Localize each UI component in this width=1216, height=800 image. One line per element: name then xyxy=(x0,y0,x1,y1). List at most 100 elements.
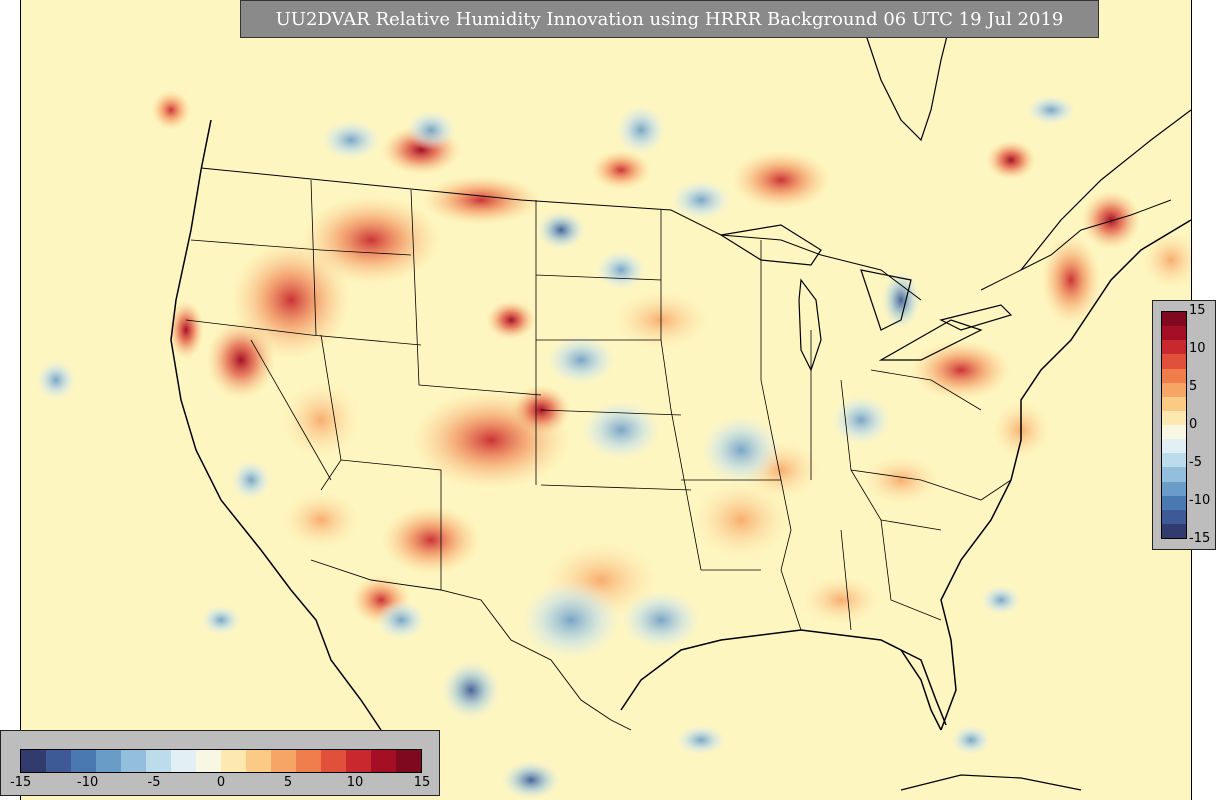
us-canada-border xyxy=(200,167,922,301)
innovation-blob xyxy=(801,575,881,625)
innovation-blob xyxy=(231,460,271,500)
map-title: UU2DVAR Relative Humidity Innovation usi… xyxy=(240,0,1099,38)
innovation-blob xyxy=(321,120,381,160)
st-lawrence xyxy=(1020,109,1191,271)
colorbar-tick-label: -15 xyxy=(10,775,32,790)
lake-erie xyxy=(878,319,983,361)
innovation-blob xyxy=(881,270,921,330)
innovation-blob xyxy=(421,175,541,225)
innovation-blob xyxy=(621,590,701,650)
innovation-blob xyxy=(1026,95,1076,125)
innovation-blob xyxy=(986,140,1036,180)
lake-michigan xyxy=(798,278,822,372)
colorbar-swatch xyxy=(1162,354,1186,369)
lake-ontario xyxy=(939,304,1013,331)
innovation-blob xyxy=(1141,230,1191,290)
colorbar-tick-label: -5 xyxy=(1189,455,1202,470)
innovation-blob xyxy=(281,490,361,550)
state-lines xyxy=(185,179,1012,631)
innovation-blob xyxy=(546,335,616,385)
colorbar-horizontal-panel: -15 -10 -5 0 5 10 15 xyxy=(0,730,440,796)
colorbar-swatch xyxy=(1162,495,1186,510)
us-mexico-border xyxy=(310,559,632,731)
florida xyxy=(900,649,947,726)
colorbar-tick-label: -15 xyxy=(1189,531,1211,546)
colorbar-swatch xyxy=(46,750,71,772)
colorbar-swatch xyxy=(1162,326,1186,341)
colorbar-swatch xyxy=(321,750,346,772)
colorbar-tick-label: 10 xyxy=(1189,341,1206,356)
colorbar-tick-label: 15 xyxy=(413,775,431,790)
innovation-blob xyxy=(536,210,586,250)
innovation-field-map xyxy=(36,19,1191,800)
innovation-blob xyxy=(591,150,651,190)
colorbar-swatch xyxy=(296,750,321,772)
colorbar-swatch xyxy=(221,750,246,772)
colorbar-swatch xyxy=(146,750,171,772)
innovation-blob xyxy=(1041,235,1101,325)
colorbar-horizontal xyxy=(20,749,422,773)
colorbar-tick-label: 15 xyxy=(1189,303,1206,318)
colorbar-swatch xyxy=(71,750,96,772)
colorbar-swatch xyxy=(346,750,371,772)
innovation-blob xyxy=(36,360,76,400)
innovation-blob xyxy=(676,725,726,755)
innovation-blob xyxy=(671,180,731,220)
colorbar-swatch xyxy=(1162,368,1186,383)
innovation-blob xyxy=(301,195,441,285)
gulf-coastline xyxy=(620,629,942,731)
innovation-blob xyxy=(201,605,241,635)
colorbar-swatch xyxy=(1162,382,1186,397)
colorbar-swatch xyxy=(1162,509,1186,524)
colorbar-swatch xyxy=(171,750,196,772)
northern-coast xyxy=(860,19,952,142)
colorbar-tick-label: 5 xyxy=(283,775,293,790)
colorbar-swatch xyxy=(396,750,421,772)
innovation-blob xyxy=(381,505,481,575)
innovation-blob xyxy=(441,660,501,720)
innovation-blob xyxy=(151,90,191,130)
innovation-blob xyxy=(1081,190,1141,250)
innovation-blob xyxy=(596,250,646,290)
colorbar-tick-label: 5 xyxy=(1189,379,1198,394)
innovation-blob xyxy=(981,585,1021,615)
innovation-blob xyxy=(486,300,536,340)
colorbar-tick-label: 0 xyxy=(1189,417,1198,432)
colorbar-swatch xyxy=(1162,467,1186,482)
colorbar-vertical xyxy=(1161,311,1187,539)
innovation-blob xyxy=(616,105,666,155)
lake-huron xyxy=(860,269,912,331)
colorbar-swatch xyxy=(1162,425,1186,440)
colorbar-tick-label: 10 xyxy=(346,775,364,790)
colorbar-swatch xyxy=(1162,439,1186,454)
colorbar-swatch xyxy=(1162,312,1186,327)
innovation-blob xyxy=(406,110,456,150)
colorbar-swatch xyxy=(196,750,221,772)
colorbar-swatch xyxy=(1162,340,1186,355)
colorbar-swatch xyxy=(1162,481,1186,496)
colorbar-tick-label: -5 xyxy=(147,775,161,790)
innovation-blob xyxy=(861,455,941,505)
innovation-blob xyxy=(168,300,204,360)
colorbar-swatch xyxy=(121,750,146,772)
colorbar-swatch xyxy=(96,750,121,772)
colorbar-swatch xyxy=(1162,396,1186,411)
cuba xyxy=(900,774,1082,791)
colorbar-swatch xyxy=(271,750,296,772)
colorbar-swatch xyxy=(371,750,396,772)
colorbar-swatch xyxy=(1162,410,1186,425)
innovation-blob xyxy=(911,340,1011,400)
colorbar-tick-label: -10 xyxy=(77,775,99,790)
colorbar-swatch xyxy=(21,750,46,772)
innovation-blob xyxy=(691,480,791,560)
great-lakes xyxy=(719,224,822,266)
colorbar-vertical-panel: -15 -10 -5 0 5 10 15 xyxy=(1152,300,1216,550)
colorbar-swatch xyxy=(1162,453,1186,468)
innovation-blob xyxy=(281,380,361,460)
innovation-blob xyxy=(951,725,991,755)
colorbar-tick-label: 0 xyxy=(216,775,226,790)
innovation-blob xyxy=(701,415,781,485)
innovation-blob xyxy=(581,400,661,460)
colorbar-tick-label: -10 xyxy=(1189,493,1211,508)
innovation-blob xyxy=(501,760,561,800)
